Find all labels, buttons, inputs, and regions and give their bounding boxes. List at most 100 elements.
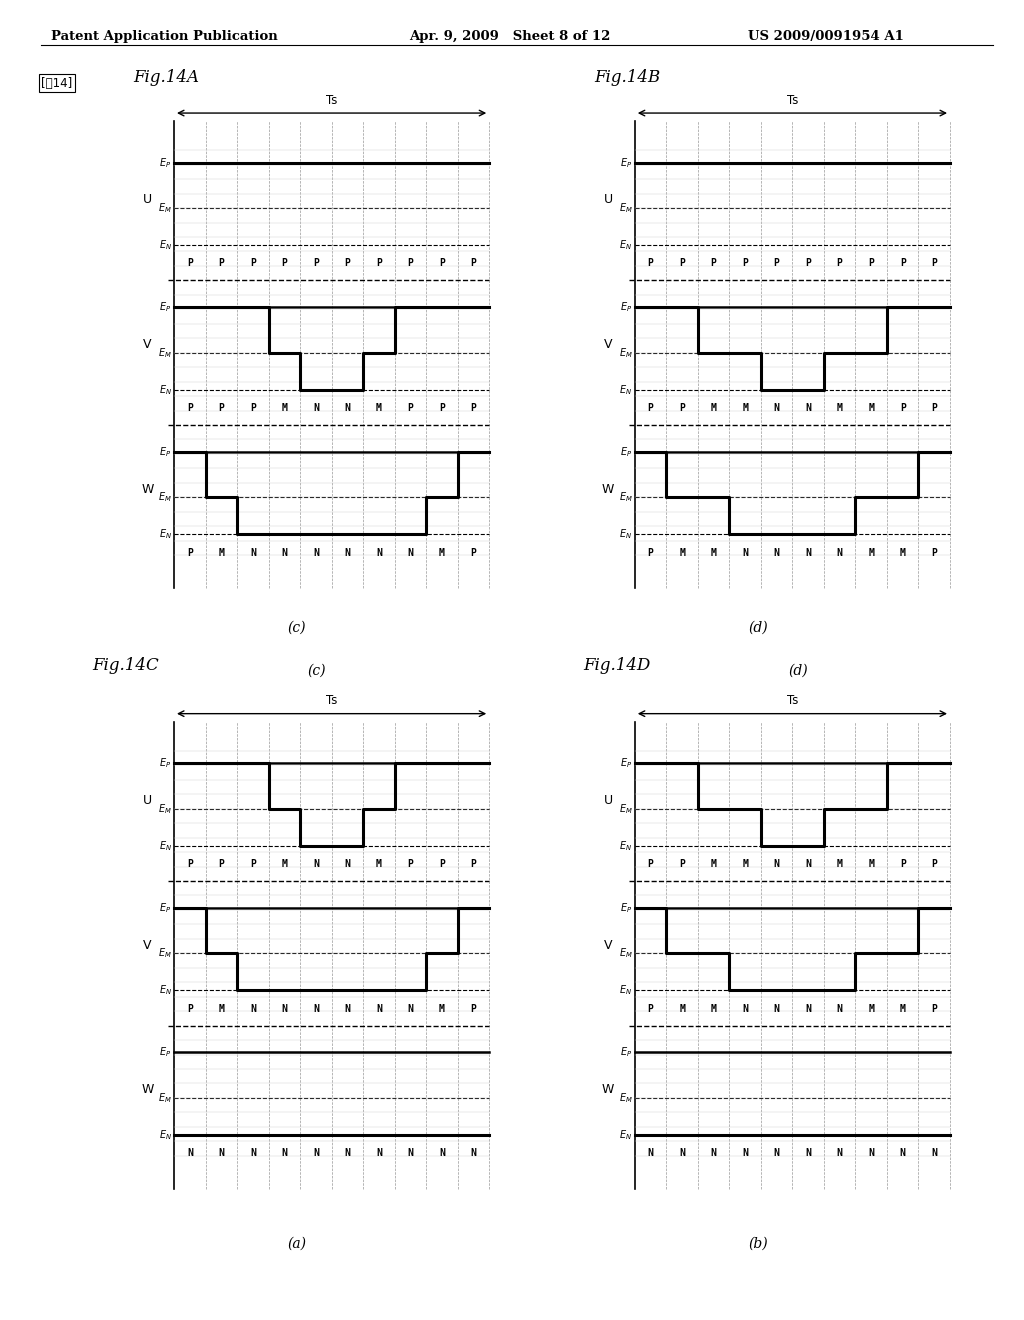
Text: N: N bbox=[805, 1003, 811, 1014]
Text: U: U bbox=[142, 793, 152, 807]
Text: P: P bbox=[742, 259, 749, 268]
Text: N: N bbox=[439, 1148, 444, 1159]
Text: P: P bbox=[439, 403, 444, 413]
Text: N: N bbox=[250, 1003, 256, 1014]
Text: $E_N$: $E_N$ bbox=[159, 239, 172, 252]
Text: P: P bbox=[648, 859, 653, 869]
Text: (c): (c) bbox=[288, 620, 306, 635]
Text: P: P bbox=[376, 259, 382, 268]
Text: $E_P$: $E_P$ bbox=[621, 902, 633, 915]
Text: P: P bbox=[313, 259, 318, 268]
Text: $E_P$: $E_P$ bbox=[160, 902, 172, 915]
Text: M: M bbox=[439, 548, 444, 558]
Text: N: N bbox=[774, 1003, 779, 1014]
Text: P: P bbox=[470, 403, 476, 413]
Text: P: P bbox=[408, 259, 414, 268]
Text: $E_M$: $E_M$ bbox=[158, 491, 172, 504]
Text: Apr. 9, 2009   Sheet 8 of 12: Apr. 9, 2009 Sheet 8 of 12 bbox=[410, 30, 611, 44]
Text: N: N bbox=[900, 1148, 905, 1159]
Text: Patent Application Publication: Patent Application Publication bbox=[51, 30, 278, 44]
Text: $E_P$: $E_P$ bbox=[160, 156, 172, 169]
Text: M: M bbox=[218, 1003, 224, 1014]
Text: P: P bbox=[218, 259, 224, 268]
Text: P: P bbox=[187, 259, 193, 268]
Text: P: P bbox=[931, 259, 937, 268]
Text: M: M bbox=[711, 1003, 717, 1014]
Text: N: N bbox=[344, 403, 350, 413]
Text: (d): (d) bbox=[788, 664, 808, 678]
Text: M: M bbox=[900, 548, 905, 558]
Text: U: U bbox=[603, 193, 612, 206]
Text: (d): (d) bbox=[748, 620, 768, 635]
Text: N: N bbox=[805, 859, 811, 869]
Text: N: N bbox=[344, 859, 350, 869]
Text: $E_M$: $E_M$ bbox=[158, 201, 172, 215]
Text: P: P bbox=[648, 548, 653, 558]
Text: N: N bbox=[774, 1148, 779, 1159]
Text: N: N bbox=[376, 1148, 382, 1159]
Text: P: P bbox=[187, 1003, 193, 1014]
Text: $E_M$: $E_M$ bbox=[618, 801, 633, 816]
Text: P: P bbox=[931, 403, 937, 413]
Text: Fig.14C: Fig.14C bbox=[92, 657, 159, 675]
Text: W: W bbox=[141, 483, 154, 495]
Text: P: P bbox=[470, 859, 476, 869]
Text: M: M bbox=[376, 403, 382, 413]
Text: $E_N$: $E_N$ bbox=[159, 983, 172, 998]
Text: $E_N$: $E_N$ bbox=[159, 528, 172, 541]
Text: P: P bbox=[679, 259, 685, 268]
Text: W: W bbox=[141, 1084, 154, 1096]
Text: $E_N$: $E_N$ bbox=[620, 528, 633, 541]
Text: V: V bbox=[604, 338, 612, 351]
Text: N: N bbox=[805, 403, 811, 413]
Text: M: M bbox=[837, 403, 843, 413]
Text: P: P bbox=[648, 259, 653, 268]
Text: M: M bbox=[711, 403, 717, 413]
Text: N: N bbox=[774, 859, 779, 869]
Text: $E_P$: $E_P$ bbox=[160, 1045, 172, 1060]
Text: V: V bbox=[143, 338, 152, 351]
Text: P: P bbox=[931, 548, 937, 558]
Text: N: N bbox=[376, 548, 382, 558]
Text: P: P bbox=[344, 259, 350, 268]
Text: M: M bbox=[742, 403, 749, 413]
Text: N: N bbox=[774, 548, 779, 558]
Text: P: P bbox=[187, 859, 193, 869]
Text: M: M bbox=[868, 1003, 874, 1014]
Text: N: N bbox=[313, 859, 318, 869]
Text: P: P bbox=[900, 859, 905, 869]
Text: $E_M$: $E_M$ bbox=[618, 491, 633, 504]
Text: V: V bbox=[604, 939, 612, 952]
Text: N: N bbox=[313, 1003, 318, 1014]
Text: $E_M$: $E_M$ bbox=[158, 1092, 172, 1105]
Text: P: P bbox=[282, 259, 288, 268]
Text: W: W bbox=[602, 1084, 614, 1096]
Text: M: M bbox=[900, 1003, 905, 1014]
Text: M: M bbox=[868, 548, 874, 558]
Text: P: P bbox=[250, 259, 256, 268]
Text: P: P bbox=[218, 403, 224, 413]
Text: N: N bbox=[931, 1148, 937, 1159]
Text: N: N bbox=[187, 1148, 193, 1159]
Text: N: N bbox=[711, 1148, 717, 1159]
Text: P: P bbox=[837, 259, 843, 268]
Text: P: P bbox=[711, 259, 717, 268]
Text: (a): (a) bbox=[288, 1237, 306, 1251]
Text: N: N bbox=[376, 1003, 382, 1014]
Text: P: P bbox=[408, 403, 414, 413]
Text: P: P bbox=[187, 548, 193, 558]
Text: P: P bbox=[250, 403, 256, 413]
Text: N: N bbox=[742, 548, 749, 558]
Text: P: P bbox=[250, 859, 256, 869]
Text: N: N bbox=[344, 1148, 350, 1159]
Text: P: P bbox=[679, 403, 685, 413]
Text: P: P bbox=[931, 859, 937, 869]
Text: P: P bbox=[470, 548, 476, 558]
Text: $E_P$: $E_P$ bbox=[160, 445, 172, 459]
Text: N: N bbox=[774, 403, 779, 413]
Text: M: M bbox=[868, 859, 874, 869]
Text: N: N bbox=[805, 1148, 811, 1159]
Text: $E_N$: $E_N$ bbox=[620, 840, 633, 853]
Text: $E_M$: $E_M$ bbox=[618, 1092, 633, 1105]
Text: $E_P$: $E_P$ bbox=[621, 445, 633, 459]
